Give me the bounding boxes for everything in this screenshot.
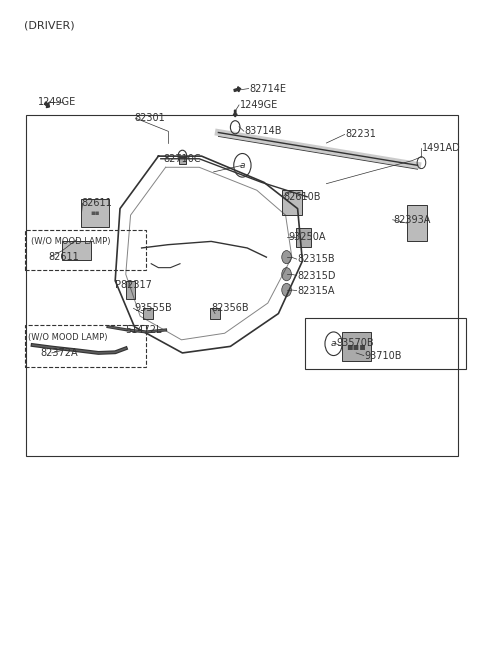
Text: 82315D: 82315D (298, 270, 336, 281)
Bar (126, 281, 135, 299)
Circle shape (282, 268, 291, 281)
Bar (179, 157, 186, 164)
Text: 82356B: 82356B (211, 303, 249, 314)
Text: (DRIVER): (DRIVER) (24, 21, 74, 31)
Text: a: a (331, 339, 336, 348)
Text: 93555B: 93555B (134, 303, 172, 314)
Text: 82710C: 82710C (163, 154, 201, 164)
Text: 82301: 82301 (134, 113, 165, 123)
Circle shape (282, 251, 291, 264)
Circle shape (282, 283, 291, 297)
Bar (210, 308, 220, 319)
Bar (81, 199, 109, 227)
Bar (25, 325, 146, 367)
Bar (62, 241, 91, 260)
Text: 82611: 82611 (82, 198, 112, 209)
FancyArrow shape (45, 102, 49, 108)
Bar (25, 230, 146, 270)
Text: 83714B: 83714B (245, 126, 282, 136)
Text: 82372A: 82372A (41, 348, 78, 358)
FancyArrow shape (233, 110, 237, 117)
Text: P82317: P82317 (115, 280, 152, 291)
Text: 93570B: 93570B (336, 338, 373, 348)
Text: 82714E: 82714E (250, 83, 287, 94)
Text: 1491AD: 1491AD (422, 142, 461, 153)
Text: 1249GE: 1249GE (240, 100, 278, 110)
Text: 82611: 82611 (48, 252, 79, 262)
Text: 82315A: 82315A (298, 285, 335, 296)
Text: (W/O MOOD LAMP): (W/O MOOD LAMP) (31, 237, 111, 246)
Text: 51472L: 51472L (125, 325, 161, 335)
Text: 82393A: 82393A (394, 215, 431, 225)
Text: ▪▪▪: ▪▪▪ (346, 341, 366, 352)
Bar (282, 190, 302, 215)
Bar (143, 308, 153, 319)
Text: 82315B: 82315B (298, 254, 335, 264)
Bar (305, 318, 466, 369)
FancyArrow shape (234, 87, 240, 92)
Bar (296, 228, 311, 247)
Bar (407, 205, 427, 241)
Text: 1249GE: 1249GE (38, 96, 77, 107)
Bar (26, 115, 458, 456)
Text: 93250A: 93250A (288, 232, 325, 243)
Text: 82231: 82231 (346, 129, 376, 140)
Text: ▪▪: ▪▪ (90, 210, 100, 216)
Text: 93710B: 93710B (365, 350, 402, 361)
Text: 82610B: 82610B (283, 192, 321, 202)
Bar (342, 332, 371, 361)
Text: (W/O MOOD LAMP): (W/O MOOD LAMP) (28, 333, 108, 342)
Text: a: a (240, 161, 245, 170)
